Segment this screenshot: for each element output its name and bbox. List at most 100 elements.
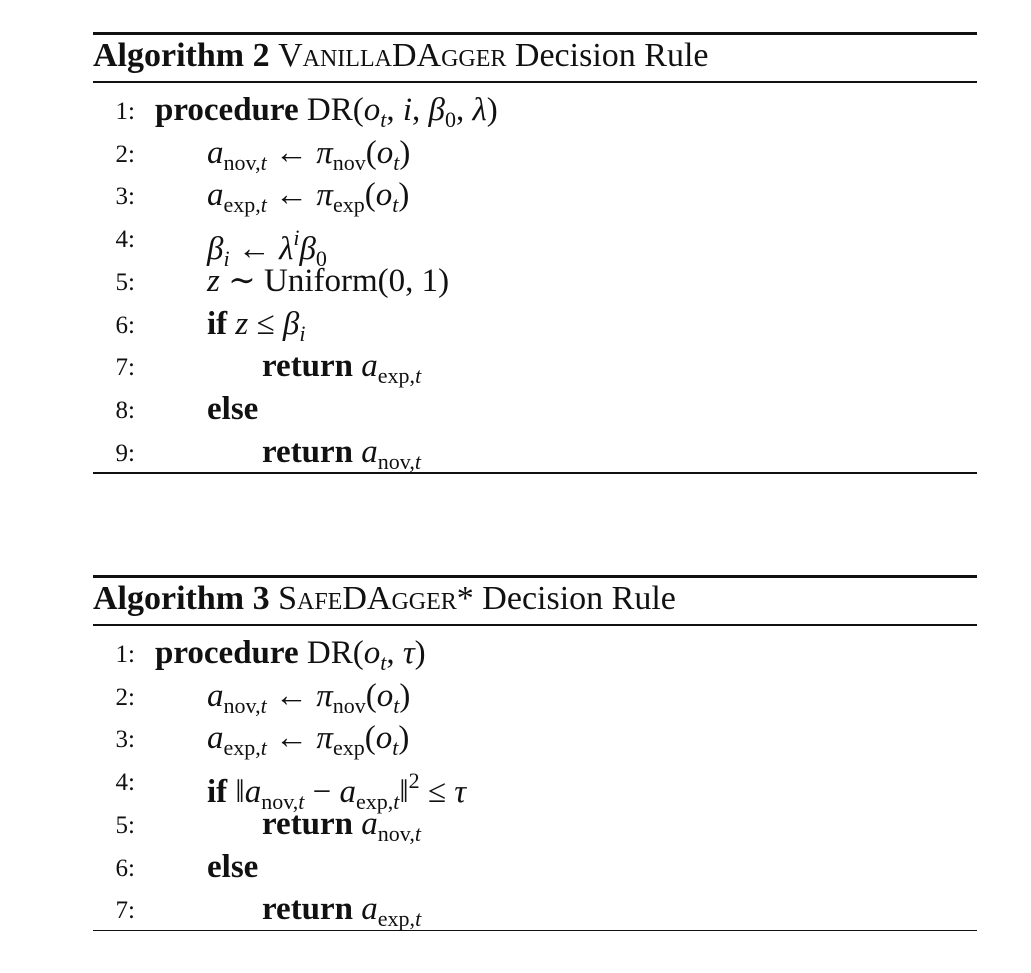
code-token: i [293, 225, 300, 251]
code-token: i [223, 246, 230, 272]
code-token: π [316, 677, 333, 714]
algorithm-name: VanillaDAgger [278, 37, 507, 74]
code-token: π [316, 177, 333, 214]
code-token: τ [402, 635, 415, 671]
code-token: z [207, 262, 220, 299]
code-token: nov, [261, 789, 299, 815]
code-token: a [361, 805, 378, 842]
code-token: else [207, 390, 259, 427]
code-token: t [393, 692, 400, 718]
code-line: aexp,t ← πexp(ot) [207, 718, 409, 768]
code-token: z [235, 305, 249, 342]
code-token: β [282, 305, 300, 342]
code-token: t [393, 789, 400, 815]
code-token: λ [279, 231, 294, 268]
line-number: 8: [115, 396, 135, 424]
code-token: a [207, 177, 224, 214]
code-token: t [260, 149, 267, 175]
code-token: o [363, 635, 381, 671]
code-token: ) [398, 720, 410, 757]
top-rule [93, 575, 977, 578]
code-line: else [207, 389, 258, 429]
algorithm-title: Algorithm 2 VanillaDAgger Decision Rule [93, 36, 708, 76]
code-token: a [339, 774, 357, 811]
code-token: exp, [377, 363, 416, 389]
code-token: DR( [298, 635, 364, 671]
code-token: exp [332, 192, 365, 218]
code-token: ← [229, 231, 280, 268]
code-token: nov, [377, 448, 415, 474]
code-token: ) [398, 177, 410, 214]
code-token: return [262, 805, 354, 842]
code-line: z ∼ Uniform(0, 1) [207, 261, 449, 301]
code-token: o [375, 177, 393, 214]
code-token: exp, [377, 906, 416, 932]
algorithm-label: Algorithm 2 [93, 37, 270, 74]
code-token: return [262, 348, 354, 385]
code-token: nov, [377, 820, 415, 846]
code-token: ← [266, 177, 317, 214]
code-line: procedure DR(ot, τ) [155, 633, 426, 683]
line-number: 9: [115, 439, 135, 467]
code-token: β [207, 231, 224, 268]
code-token: a [361, 433, 378, 470]
code-token: exp [332, 735, 365, 761]
code-token: ← [266, 134, 317, 171]
bottom-rule [93, 472, 977, 474]
code-token: o [376, 677, 394, 714]
code-line: procedure DR(ot, i, β0, λ) [155, 90, 498, 140]
code-token: o [375, 720, 393, 757]
code-token: ( [364, 177, 376, 214]
code-token: π [316, 134, 333, 171]
line-number: 2: [115, 140, 135, 168]
code-line: if z ≤ βi [207, 304, 305, 354]
code-token: return [262, 891, 354, 928]
code-token: else [207, 848, 259, 885]
line-number: 7: [115, 897, 135, 925]
code-token: ‖ [399, 774, 409, 811]
title-rule [93, 624, 977, 626]
line-number: 6: [115, 854, 135, 882]
code-token: a [361, 348, 378, 385]
code-token: a [207, 677, 224, 714]
top-rule [93, 32, 977, 35]
code-token: τ [454, 774, 467, 811]
code-line: else [207, 847, 258, 887]
code-token: t [392, 735, 399, 761]
code-token: exp, [223, 192, 261, 218]
code-token: exp, [223, 735, 261, 761]
code-token: t [393, 149, 400, 175]
code-token: t [415, 906, 422, 932]
line-number: 1: [115, 98, 135, 125]
code-token: ← [266, 720, 317, 757]
line-number: 3: [115, 726, 135, 754]
code-token: 2 [408, 768, 420, 794]
line-number: 7: [115, 354, 135, 382]
line-number: 6: [115, 311, 135, 339]
title-rule [93, 81, 977, 83]
code-token: nov, [223, 692, 261, 718]
code-token: a [361, 891, 378, 928]
code-token: ( [365, 134, 377, 171]
code-line: anov,t ← πnov(ot) [207, 676, 410, 726]
code-token: 0 [315, 246, 327, 272]
code-token: β [299, 231, 316, 268]
code-token: t [260, 735, 267, 761]
code-line: return aexp,t [262, 346, 421, 396]
code-token: i [299, 320, 306, 346]
code-token: ← [266, 677, 317, 714]
code-token: if [207, 305, 228, 342]
code-line: if ‖anov,t − aexp,t‖2 ≤ τ [207, 761, 466, 822]
line-number: 4: [115, 769, 135, 797]
line-number: 4: [115, 226, 135, 254]
line-number: 5: [115, 268, 135, 296]
code-token: t [260, 192, 267, 218]
code-token: a [244, 774, 262, 811]
code-line: return anov,t [262, 804, 421, 854]
code-token: return [262, 433, 354, 470]
code-token: DR( [298, 92, 364, 128]
code-token: t [414, 448, 421, 474]
code-token: ( [365, 677, 377, 714]
algorithm-suffix: Decision Rule [514, 37, 709, 74]
code-token: ) [414, 635, 426, 671]
